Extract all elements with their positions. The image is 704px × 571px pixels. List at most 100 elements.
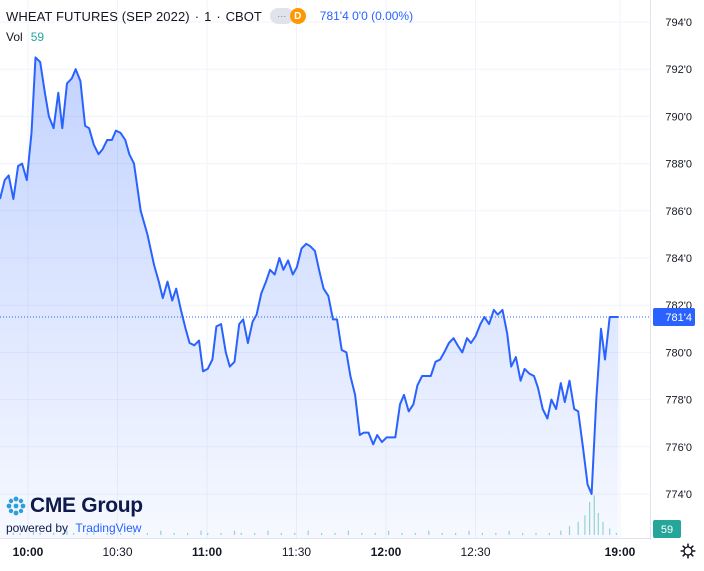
volume-bar <box>401 532 403 535</box>
volume-bar <box>495 532 497 535</box>
price-tick-label: 776'0 <box>665 442 692 454</box>
volume-bar <box>200 530 202 535</box>
legend-separator: · <box>194 8 200 24</box>
volume-bar <box>589 502 591 535</box>
brand-watermark: CME Group powered by TradingView <box>6 494 143 535</box>
volume-bar <box>66 530 68 535</box>
volume-bar <box>133 530 135 535</box>
volume-bar <box>173 532 175 535</box>
volume-bar <box>468 530 470 535</box>
time-tick-label: 11:00 <box>192 545 222 559</box>
more-dots-icon[interactable]: ··· <box>269 8 294 24</box>
volume-bar <box>347 530 349 535</box>
time-tick-label: 12:00 <box>371 545 402 559</box>
volume-value-label: 59 <box>661 524 673 536</box>
volume-bar <box>388 530 390 535</box>
price-line-path <box>0 56 619 495</box>
exchange-label: CBOT <box>225 8 262 24</box>
volume-bar <box>19 532 21 535</box>
price-tick-label: 778'0 <box>665 395 692 407</box>
volume-value: 59 <box>30 30 45 44</box>
volume-bar <box>86 532 88 535</box>
gear-tooth <box>690 545 694 549</box>
volume-bar <box>307 530 309 535</box>
volume-bar <box>481 532 483 535</box>
volume-bar <box>254 532 256 535</box>
volume-bar <box>455 532 457 535</box>
price-area <box>0 57 619 539</box>
volume-bar <box>220 532 222 535</box>
tradingview-link[interactable]: TradingView <box>75 521 142 535</box>
volume-bar <box>597 513 599 535</box>
price-line <box>0 56 619 495</box>
powered-by-text: powered by <box>6 521 69 535</box>
volume-bar <box>73 532 75 535</box>
gear-tooth <box>682 545 686 549</box>
volume-bar <box>120 532 122 535</box>
volume-bar <box>522 532 524 535</box>
volume-bar <box>428 530 430 535</box>
volume-bar <box>593 495 595 535</box>
symbol-legend: WHEAT FUTURES (SEP 2022) · 1 · CBOT ··· … <box>6 6 413 26</box>
settings-gear-icon[interactable] <box>680 543 696 559</box>
volume-bar <box>240 532 242 535</box>
price-tick-label: 780'0 <box>665 347 692 359</box>
volume-bar <box>548 532 550 535</box>
volume-bar <box>584 515 586 535</box>
volume-bar <box>53 532 55 535</box>
volume-bar <box>93 530 95 535</box>
volume-bar <box>106 532 108 535</box>
volume-bar <box>160 530 162 535</box>
volume-bars <box>12 495 617 535</box>
volume-bar <box>560 530 562 535</box>
price-tick-label: 790'0 <box>665 111 692 123</box>
axis-labels: 774'0776'0778'0780'0782'0784'0786'0788'0… <box>13 17 695 559</box>
volume-bar <box>414 532 416 535</box>
volume-bar <box>294 532 296 535</box>
brand-name: CME Group <box>30 494 143 517</box>
volume-label: Vol <box>6 30 23 44</box>
volume-bar <box>361 532 363 535</box>
volume-bar <box>508 530 510 535</box>
volume-bar <box>280 532 282 535</box>
volume-bar <box>568 526 571 535</box>
powered-by-line: powered by TradingView <box>6 521 143 535</box>
price-tick-label: 792'0 <box>665 64 692 76</box>
time-tick-label: 10:00 <box>13 545 44 559</box>
volume-bar <box>441 532 443 535</box>
volume-bar <box>32 530 35 535</box>
interval-label[interactable]: 1 <box>204 8 212 24</box>
volume-bar <box>39 532 41 535</box>
price-tick-label: 784'0 <box>665 253 692 265</box>
time-tick-label: 11:30 <box>282 545 311 559</box>
volume-bar <box>535 532 537 535</box>
volume-bar <box>12 532 14 535</box>
price-area-fill <box>0 57 619 539</box>
price-tick-label: 774'0 <box>665 489 692 501</box>
gear-tooth <box>682 553 686 557</box>
volume-bar <box>321 532 323 535</box>
volume-bar <box>233 530 236 535</box>
volume-bar <box>577 521 579 535</box>
volume-bar <box>602 521 604 535</box>
price-tick-label: 786'0 <box>665 206 692 218</box>
price-tick-label: 788'0 <box>665 159 692 171</box>
volume-bar <box>146 532 148 535</box>
volume-bar <box>187 532 189 535</box>
time-tick-label: 10:30 <box>102 545 132 559</box>
volume-bar <box>615 532 617 535</box>
volume-value-badge <box>653 520 681 538</box>
gear-icon <box>680 543 696 559</box>
legend-separator: · <box>216 8 221 24</box>
volume-bar <box>267 530 269 535</box>
delayed-badge[interactable]: D <box>289 8 306 24</box>
volume-bar <box>334 532 336 535</box>
last-price-label: 781'4 <box>665 312 692 324</box>
gear-tooth <box>690 553 694 557</box>
cme-globe-icon <box>6 496 26 516</box>
time-tick-label: 19:00 <box>605 545 636 559</box>
price-tick-label: 794'0 <box>665 17 692 29</box>
quote-values: 781'4 0'0 (0.00%) <box>319 9 414 23</box>
